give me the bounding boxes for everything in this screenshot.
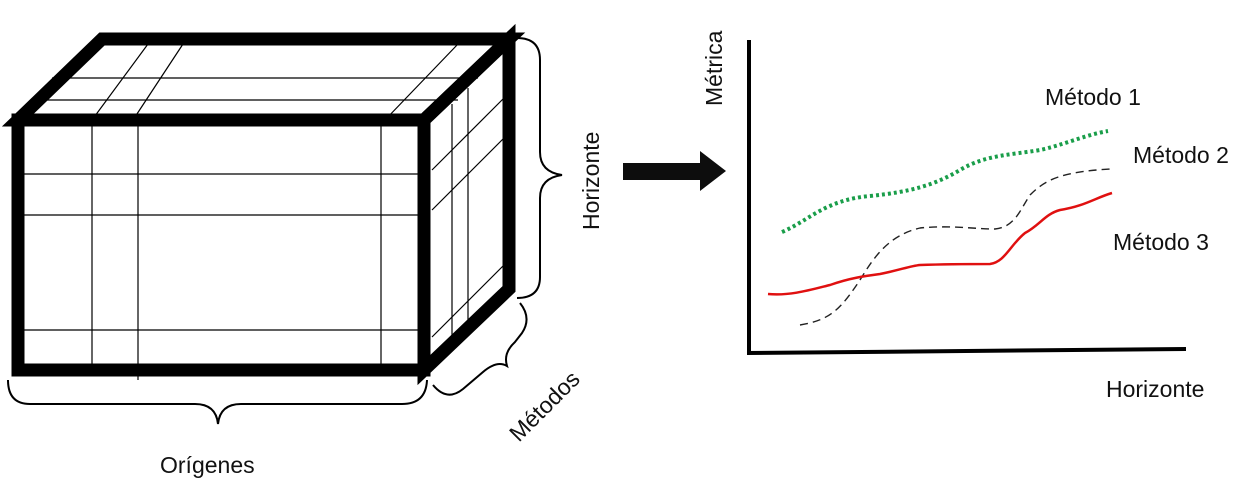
series-label-metodo-1: Método 1	[1045, 84, 1141, 110]
cube-side-grid	[431, 88, 505, 350]
series-line-metodo-1	[781, 129, 1109, 234]
series-line-metodo-3	[767, 191, 1113, 296]
transform-arrow	[623, 151, 726, 191]
chart-y-axis-label: Métrica	[701, 30, 727, 106]
label-origenes: Orígenes	[160, 452, 255, 478]
chart	[746, 40, 1187, 355]
label-horizonte-cube: Horizonte	[578, 131, 604, 230]
chart-x-axis-label: Horizonte	[1106, 376, 1205, 402]
brace-metodos	[432, 302, 528, 396]
x-axis-line	[746, 347, 1187, 355]
series-label-metodo-3: Método 3	[1113, 229, 1209, 255]
cube-outline	[1, 23, 526, 386]
data-cube	[1, 23, 526, 386]
series-label-metodo-2: Método 2	[1133, 142, 1229, 168]
series-line-metodo-2	[799, 168, 1111, 326]
brace-horizonte	[516, 37, 563, 299]
brace-origenes	[7, 379, 428, 425]
cube-front-grid	[18, 125, 428, 380]
cube-top-grid	[34, 43, 478, 121]
